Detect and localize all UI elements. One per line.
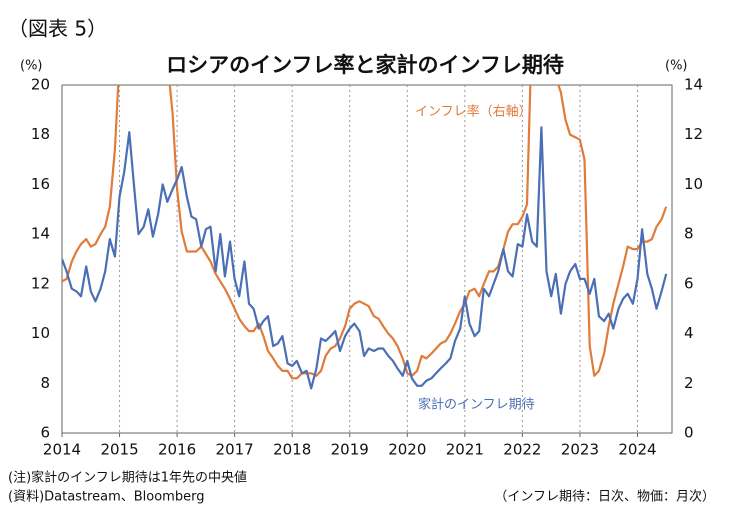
figure-label: （図表 5） <box>8 17 107 41</box>
x-tick-label: 2022 <box>503 441 541 459</box>
x-tick-label: 2016 <box>158 441 196 459</box>
y2-tick-label: 0 <box>684 424 694 442</box>
series-label: 家計のインフレ期待 <box>418 397 535 413</box>
y-tick-label: 14 <box>31 225 50 243</box>
y-tick-label: 18 <box>31 125 50 143</box>
y2-tick-label: 12 <box>684 125 703 143</box>
y-tick-label: 10 <box>31 324 50 342</box>
x-tick-label: 2015 <box>100 441 138 459</box>
x-tick-label: 2021 <box>446 441 484 459</box>
chart-title: ロシアのインフレ率と家計のインフレ期待 <box>166 53 564 77</box>
frequency-note: （インフレ期待：日次、物価：月次） <box>494 489 715 505</box>
y-tick-label: 16 <box>31 175 50 193</box>
y-tick-label: 8 <box>40 374 50 392</box>
x-tick-label: 2019 <box>331 441 369 459</box>
y2-tick-label: 4 <box>684 324 694 342</box>
note: (注)家計のインフレ期待は1年先の中央値 <box>8 470 247 486</box>
note: (資料)Datastream、Bloomberg <box>8 490 204 505</box>
plot-frame <box>61 84 673 434</box>
y2-tick-label: 6 <box>684 274 694 292</box>
y-tick-label: 12 <box>31 274 50 292</box>
x-tick-label: 2024 <box>618 441 656 459</box>
x-tick-label: 2023 <box>561 441 599 459</box>
series-label: インフレ率（右軸） <box>415 104 532 120</box>
y-tick-label: 6 <box>40 424 50 442</box>
x-tick-label: 2018 <box>273 441 311 459</box>
y2-tick-label: 14 <box>684 76 703 94</box>
x-tick-label: 2017 <box>216 441 254 459</box>
y-tick-label: 20 <box>31 76 50 94</box>
y2-tick-label: 10 <box>684 175 703 193</box>
series-line <box>62 85 668 380</box>
y2-tick-label: 8 <box>684 225 694 243</box>
series-line <box>62 126 668 390</box>
x-tick-label: 2020 <box>388 441 426 459</box>
x-tick-label: 2014 <box>43 441 81 459</box>
y2-unit: (%) <box>665 59 688 74</box>
y2-tick-label: 2 <box>684 374 694 392</box>
y-unit: (%) <box>20 59 43 74</box>
